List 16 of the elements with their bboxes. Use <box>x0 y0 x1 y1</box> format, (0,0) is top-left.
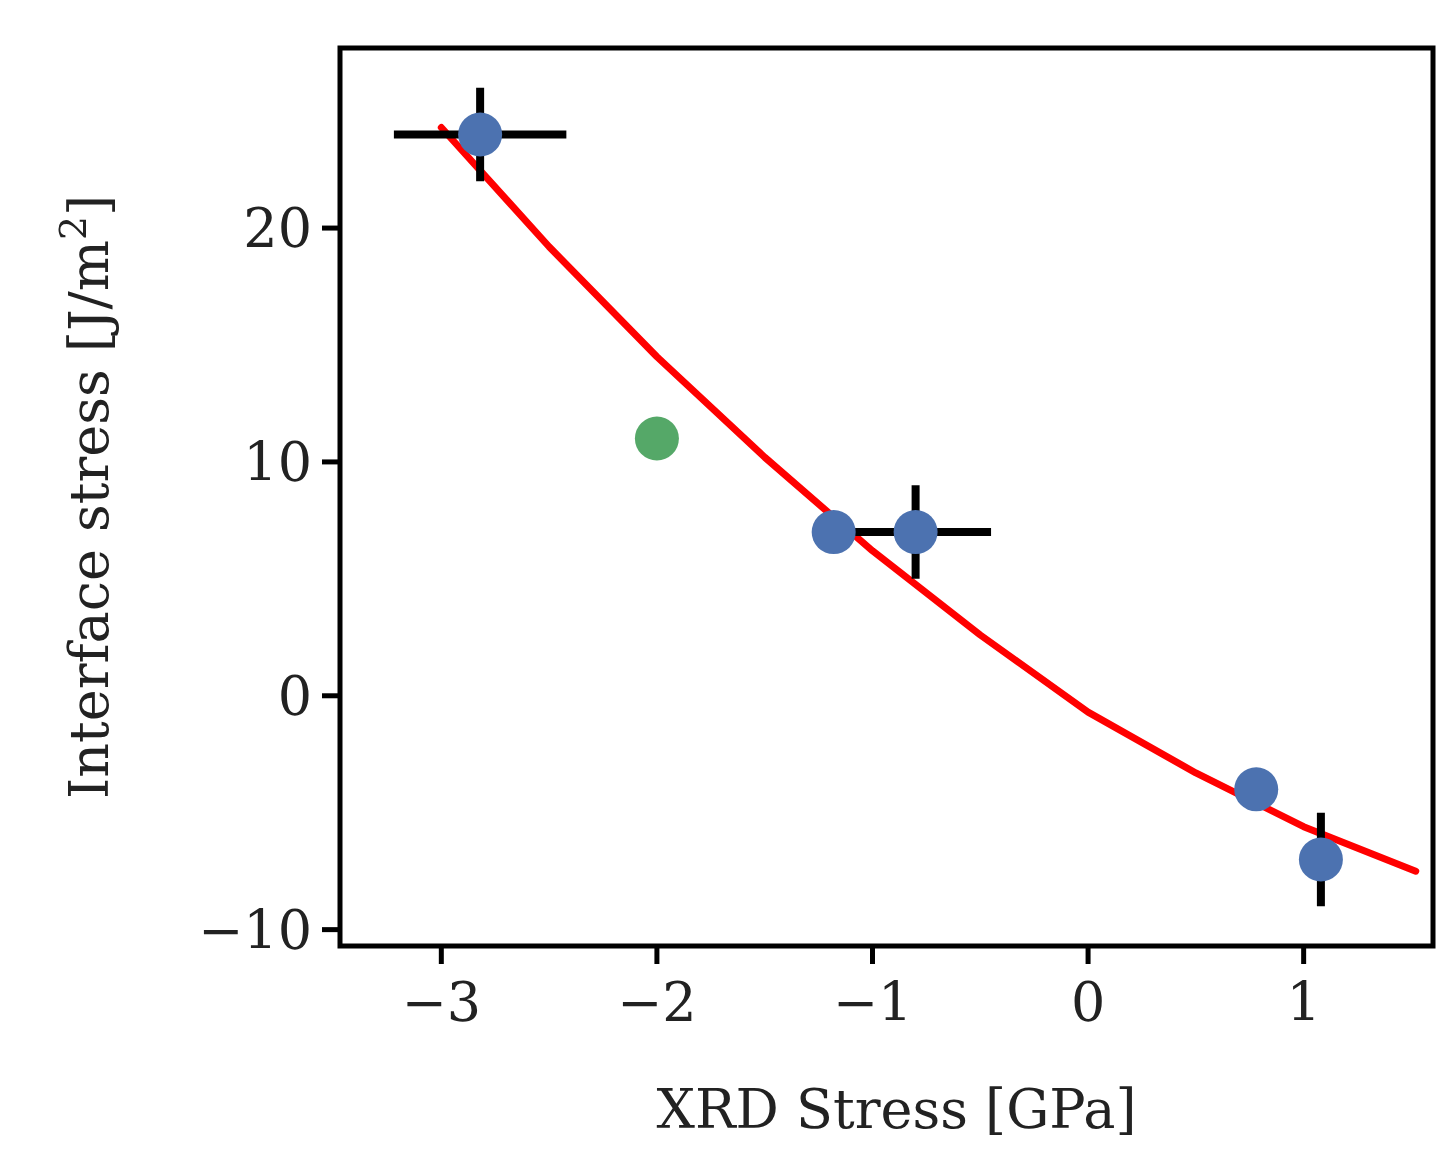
x-tick-label: −3 <box>401 971 482 1034</box>
y-tick-label: 20 <box>243 196 312 260</box>
point <box>811 510 856 555</box>
point <box>458 112 503 157</box>
x-tick-label: −1 <box>832 971 913 1034</box>
point <box>1234 767 1279 812</box>
point <box>1298 837 1343 882</box>
x-axis-title: XRD Stress [GPa] <box>656 1078 1137 1141</box>
y-tick-label: 10 <box>243 430 312 494</box>
y-tick-label: 0 <box>277 664 312 728</box>
x-tick-label: 0 <box>1070 971 1106 1034</box>
point <box>893 510 938 555</box>
point <box>634 416 679 461</box>
x-tick-label: 1 <box>1286 971 1321 1034</box>
x-tick-label: −2 <box>617 971 697 1034</box>
y-tick-label: −10 <box>198 898 312 962</box>
